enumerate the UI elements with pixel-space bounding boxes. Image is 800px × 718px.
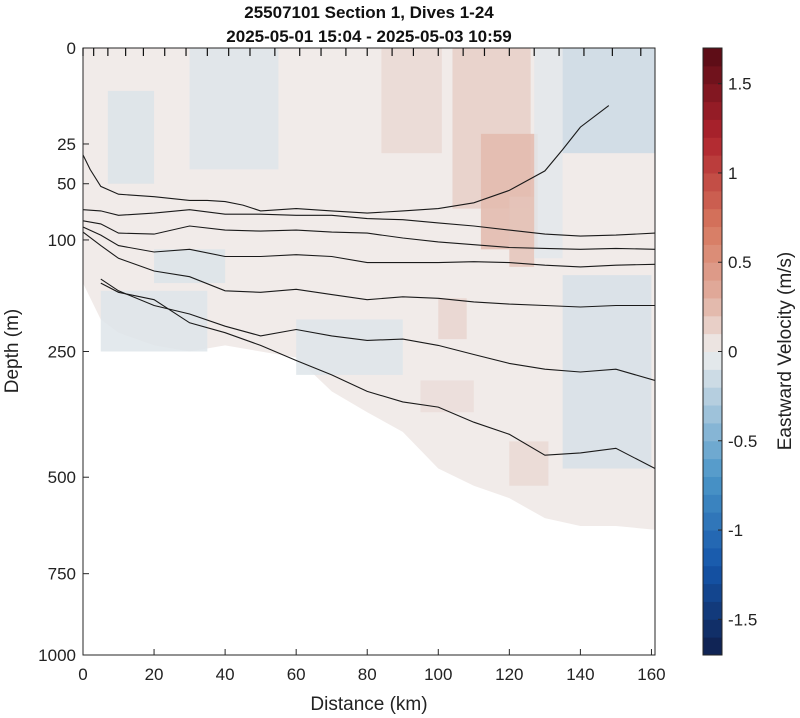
- x-tick-label: 0: [78, 665, 87, 684]
- colorbar-swatch: [703, 119, 722, 138]
- x-tick-label: 160: [637, 665, 665, 684]
- colorbar-swatch: [703, 351, 722, 370]
- y-axis: 0 25 50 100 250 500 750 1000: [38, 39, 89, 665]
- colorbar-swatch: [703, 387, 722, 406]
- colorbar-swatch: [703, 83, 722, 103]
- colorbar-swatch: [703, 583, 722, 602]
- colorbar-tick-label: 1.5: [728, 75, 752, 94]
- x-tick-label: 80: [358, 665, 377, 684]
- velocity-patch: [100, 290, 208, 352]
- colorbar-tick-label: 0: [728, 343, 737, 362]
- velocity-patch: [107, 90, 155, 184]
- colorbar-swatch: [703, 190, 722, 210]
- x-tick-label: 40: [216, 665, 235, 684]
- colorbar-swatch: [703, 601, 722, 620]
- colorbar-swatch: [703, 547, 722, 567]
- x-axis-label: Distance (km): [310, 694, 427, 715]
- y-tick-label: 100: [48, 231, 76, 250]
- velocity-patch: [296, 319, 403, 375]
- colorbar-swatch: [703, 101, 722, 120]
- colorbar-tick-label: 1: [728, 164, 737, 183]
- y-tick-label: 25: [57, 135, 76, 154]
- contour-line: [100, 278, 655, 382]
- y-tick-label: 0: [67, 39, 76, 58]
- velocity-patch: [438, 298, 467, 340]
- colorbar-swatch: [703, 262, 722, 281]
- contour-line: [100, 282, 655, 469]
- isopycnal-contours: [83, 105, 655, 469]
- velocity-patch: [154, 249, 226, 284]
- velocity-patch: [562, 48, 655, 154]
- colorbar-tick-label: -1.5: [728, 610, 757, 629]
- contour-line: [83, 220, 655, 250]
- x-tick-label: 60: [287, 665, 306, 684]
- colorbar-tick-label: 0.5: [728, 253, 752, 272]
- colorbar-swatch: [703, 405, 722, 424]
- colorbar-swatch: [703, 155, 722, 174]
- colorbar-swatch: [703, 422, 722, 442]
- velocity-patch: [381, 48, 442, 154]
- velocity-patch: [189, 48, 279, 170]
- colorbar-label: Eastward Velocity (m/s): [775, 252, 796, 451]
- colorbar-swatch: [703, 297, 722, 317]
- colorbar-swatch: [703, 440, 722, 460]
- contour-line: [83, 209, 655, 237]
- colorbar-swatch: [703, 530, 722, 549]
- x-tick-label: 20: [145, 665, 164, 684]
- contour-line: [83, 226, 655, 268]
- y-tick-label: 500: [48, 468, 76, 487]
- colorbar-tick-label: -1: [728, 521, 743, 540]
- contour-line: [83, 231, 655, 308]
- colorbar-swatch: [703, 244, 722, 263]
- colorbar-swatch: [703, 494, 722, 513]
- colorbar-swatch: [703, 369, 722, 388]
- y-tick-label: 750: [48, 565, 76, 584]
- contour-line: [83, 105, 610, 214]
- y-tick-label: 50: [57, 175, 76, 194]
- velocity-patch: [534, 48, 563, 259]
- colorbar-swatch: [703, 280, 722, 299]
- colorbar-swatch: [703, 226, 722, 245]
- velocity-patch: [420, 380, 474, 413]
- colorbar-swatch: [703, 315, 722, 335]
- x-tick-label: 100: [424, 665, 452, 684]
- velocity-patch: [509, 441, 549, 486]
- colorbar-swatch: [703, 208, 722, 228]
- y-axis-label: Depth (m): [2, 309, 23, 393]
- colorbar-swatch: [703, 512, 722, 531]
- x-tick-label: 140: [566, 665, 594, 684]
- x-tick-label: 120: [495, 665, 523, 684]
- dive-position-ticks: [82, 48, 642, 56]
- x-axis: 0 20 40 60 80 100 120 140 160: [78, 649, 666, 684]
- y-tick-label: 1000: [38, 646, 76, 665]
- colorbar: 1.5 1 0.5 0 -0.5 -1 -1.5: [702, 47, 757, 656]
- colorbar-swatch: [703, 137, 722, 156]
- colorbar-tick-label: -0.5: [728, 432, 757, 451]
- velocity-field: [83, 48, 655, 530]
- y-tick-label: 250: [48, 343, 76, 362]
- colorbar-swatch: [703, 458, 722, 477]
- colorbar-swatch: [703, 48, 722, 67]
- colorbar-swatch: [703, 619, 722, 638]
- colorbar-swatch: [703, 172, 722, 192]
- colorbar-swatch: [703, 65, 722, 85]
- colorbar-swatch: [703, 476, 722, 495]
- colorbar-swatch: [703, 637, 722, 656]
- chart-subtitle: 2025-05-01 15:04 - 2025-05-03 10:59: [226, 27, 511, 46]
- colorbar-swatch: [703, 565, 722, 585]
- colorbar-swatch: [703, 333, 722, 352]
- chart-title: 25507101 Section 1, Dives 1-24: [244, 3, 494, 22]
